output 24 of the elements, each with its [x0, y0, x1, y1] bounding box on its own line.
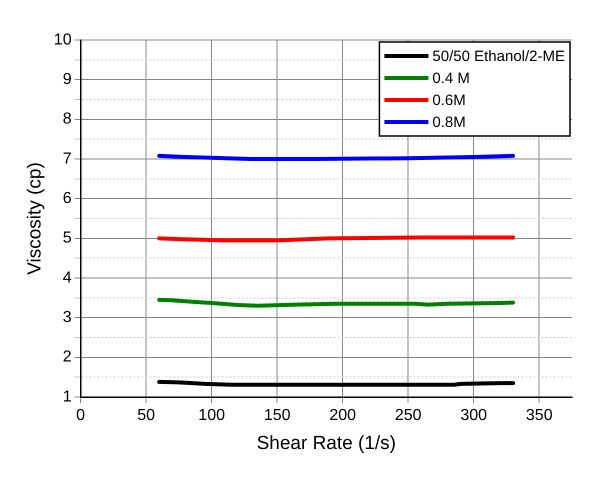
legend-label: 50/50 Ethanol/2-ME: [432, 48, 566, 66]
x-tick-label: 250: [394, 407, 422, 424]
x-tick-label: 300: [460, 407, 488, 424]
y-tick-label: 6: [62, 190, 72, 208]
y-tick-label: 10: [54, 31, 72, 48]
x-tick-label: 50: [137, 407, 156, 424]
y-axis-title: Viscosity (cp): [24, 162, 46, 275]
x-tick-label: 150: [264, 407, 291, 424]
y-tick-label: 7: [62, 150, 72, 168]
y-tick-label: 2: [62, 348, 72, 366]
x-tick-label: 100: [198, 407, 226, 424]
y-tick-label: 9: [62, 71, 72, 88]
legend-label: 0.8M: [432, 114, 466, 132]
x-axis-title: Shear Rate (1/s): [256, 432, 396, 454]
legend-label: 0.4 M: [432, 70, 470, 88]
y-tick-label: 5: [62, 230, 72, 247]
y-tick-label: 8: [62, 110, 72, 128]
x-tick-label: 0: [76, 407, 86, 424]
x-tick-label: 200: [329, 407, 356, 424]
legend-label: 0.6M: [432, 92, 466, 110]
y-tick-label: 3: [62, 309, 72, 326]
y-tick-label: 1: [62, 388, 72, 406]
x-tick-label: 350: [526, 407, 553, 424]
y-tick-label: 4: [62, 269, 72, 286]
